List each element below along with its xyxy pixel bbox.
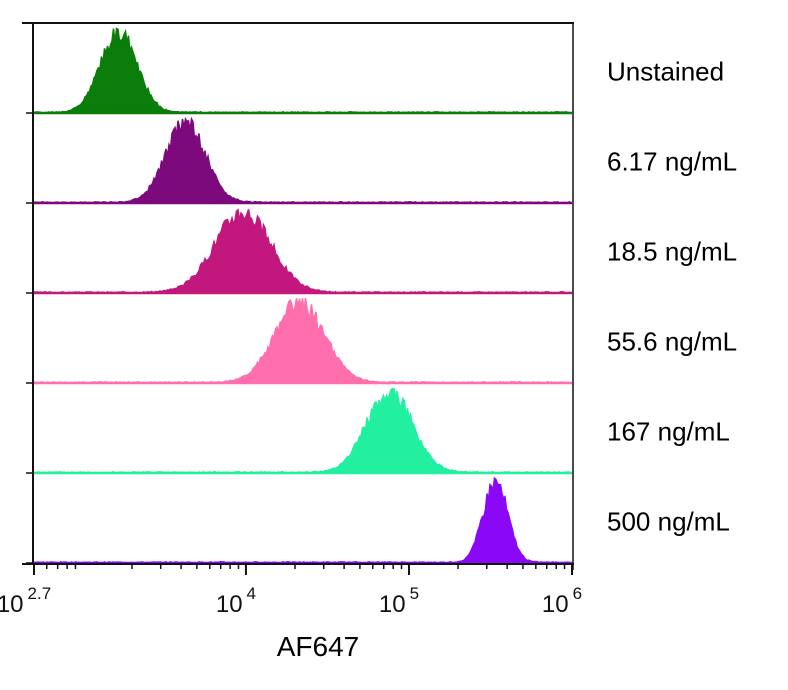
histogram-6 <box>33 476 573 564</box>
x-tick-label: 10 4 <box>216 584 256 618</box>
x-tick-label: 10 2.7 <box>0 584 51 618</box>
histograms <box>33 27 573 565</box>
legend-label: 500 ng/mL <box>607 506 730 536</box>
legend-label: Unstained <box>607 56 724 86</box>
histogram-2 <box>33 116 572 204</box>
x-axis-tick-labels: 10 2.7 10 4 10 5 10 6 <box>0 584 582 618</box>
x-axis-ticks <box>26 22 573 575</box>
legend: Unstained 6.17 ng/mL 18.5 ng/mL 55.6 ng/mL 1… <box>607 56 737 536</box>
histogram-1 <box>33 27 572 114</box>
legend-label: 167 ng/mL <box>607 416 730 446</box>
x-tick-label: 10 6 <box>542 584 582 618</box>
histogram-4 <box>33 297 573 384</box>
legend-label: 6.17 ng/mL <box>607 146 737 176</box>
x-axis-title: AF647 <box>277 631 360 662</box>
legend-label: 55.6 ng/mL <box>607 326 737 356</box>
legend-label: 18.5 ng/mL <box>607 236 737 266</box>
x-tick-label: 10 5 <box>379 584 419 618</box>
histogram-5 <box>33 387 573 474</box>
histogram-3 <box>33 208 573 294</box>
